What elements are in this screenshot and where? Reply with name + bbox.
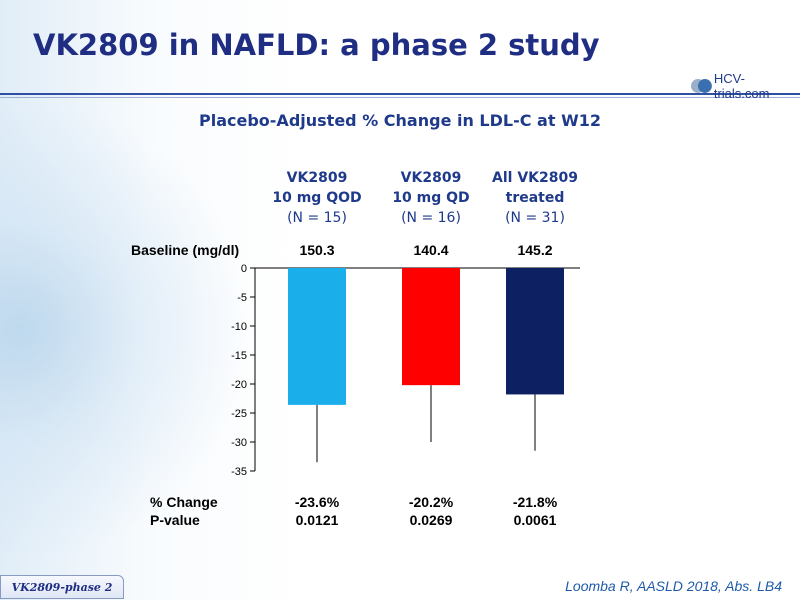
pvalue-value-qod: 0.0121 xyxy=(295,512,339,528)
y-tick-label: -10 xyxy=(231,321,247,333)
column-header-n: (N = 15) xyxy=(287,210,347,226)
column-header-line2: 10 mg QD xyxy=(392,190,470,206)
title-rule-thin xyxy=(0,97,800,98)
logo-icon xyxy=(690,79,712,93)
pct-change-value-qod: -23.6% xyxy=(294,494,340,510)
logo-text: HCV-trials.com xyxy=(713,71,770,101)
pvalue-value-all: 0.0061 xyxy=(513,512,557,528)
chart-title: Placebo-Adjusted % Change in LDL-C at W1… xyxy=(199,111,601,130)
bars xyxy=(288,268,564,463)
baseline-value-qd: 140.4 xyxy=(413,242,449,258)
column-header-line2: 10 mg QOD xyxy=(272,190,362,206)
bar xyxy=(506,268,564,395)
y-tick-label: 0 xyxy=(241,263,247,275)
y-tick-label: -20 xyxy=(231,379,247,391)
column-header-n: (N = 31) xyxy=(505,210,565,226)
baseline-value-qod: 150.3 xyxy=(299,242,335,258)
footer-tab: VK2809-phase 2 xyxy=(0,575,124,599)
baseline-value-all: 145.2 xyxy=(517,242,553,258)
pct-change-value-qd: -20.2% xyxy=(408,494,454,510)
column-header-line1: VK2809 xyxy=(400,170,462,186)
hcv-trials-logo: HCV-trials.com xyxy=(690,71,800,101)
pct-change-label: % Change xyxy=(150,494,218,510)
slide-title: VK2809 in NAFLD: a phase 2 study xyxy=(33,28,600,62)
column-header-qd: VK2809 10 mg QD (N = 16) xyxy=(361,168,501,228)
y-tick-label: -15 xyxy=(231,350,247,362)
bar xyxy=(288,268,346,405)
citation: Loomba R, AASLD 2018, Abs. LB4 xyxy=(565,578,782,594)
footer-tab-label: VK2809-phase 2 xyxy=(11,580,113,594)
y-tick-label: -35 xyxy=(231,466,247,478)
pvalue-label: P-value xyxy=(150,512,200,528)
y-tick-label: -5 xyxy=(237,292,247,304)
pct-change-value-all: -21.8% xyxy=(512,494,558,510)
pvalue-value-qd: 0.0269 xyxy=(409,512,453,528)
column-header-all: All VK2809 treated (N = 31) xyxy=(465,168,605,228)
bar xyxy=(402,268,460,386)
column-header-n: (N = 16) xyxy=(401,210,461,226)
column-header-line1: All VK2809 xyxy=(492,170,578,186)
column-header-line1: VK2809 xyxy=(286,170,348,186)
title-rule xyxy=(0,93,800,95)
y-tick-label: -30 xyxy=(231,437,247,449)
column-header-qod: VK2809 10 mg QOD (N = 15) xyxy=(247,168,387,228)
baseline-label: Baseline (mg/dl) xyxy=(131,242,240,258)
y-tick-label: -25 xyxy=(231,408,247,420)
column-header-line2: treated xyxy=(505,190,565,206)
